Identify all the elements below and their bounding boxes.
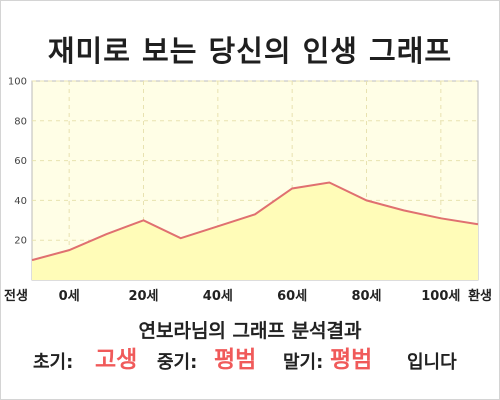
y-tick-label: 60: [14, 156, 27, 167]
x-tick-label: 20세: [128, 289, 158, 304]
y-tick-labels: 20 40 60 80 100: [8, 77, 27, 247]
late-value: 평범: [330, 347, 373, 373]
page-title: 재미로 보는 당신의 인생 그래프: [47, 34, 453, 68]
x-tick-label: 환생: [468, 288, 492, 304]
middle-value: 평범: [214, 347, 257, 373]
x-tick-label: 100세: [421, 289, 460, 304]
x-tick-label: 0세: [59, 289, 80, 304]
y-tick-label: 40: [14, 196, 27, 207]
y-tick-label: 100: [8, 77, 27, 88]
y-tick-label: 80: [14, 116, 27, 127]
x-tick-labels: 전생 0세 20세 40세 60세 80세 100세 환생: [4, 288, 492, 304]
x-tick-label: 40세: [203, 289, 233, 304]
late-label: 말기:: [283, 352, 324, 373]
y-tick-label: 20: [14, 236, 27, 247]
life-area-fill: [32, 182, 478, 280]
x-tick-label: 60세: [277, 289, 307, 304]
x-tick-label: 80세: [351, 289, 381, 304]
early-value: 고생: [95, 347, 138, 373]
ending-text: 입니다: [407, 352, 457, 373]
x-tick-label: 전생: [4, 288, 28, 304]
middle-label: 중기:: [157, 352, 198, 373]
result-title: 연보라님의 그래프 분석결과: [138, 320, 362, 342]
life-line: [31, 181, 479, 262]
early-label: 초기:: [33, 352, 74, 373]
